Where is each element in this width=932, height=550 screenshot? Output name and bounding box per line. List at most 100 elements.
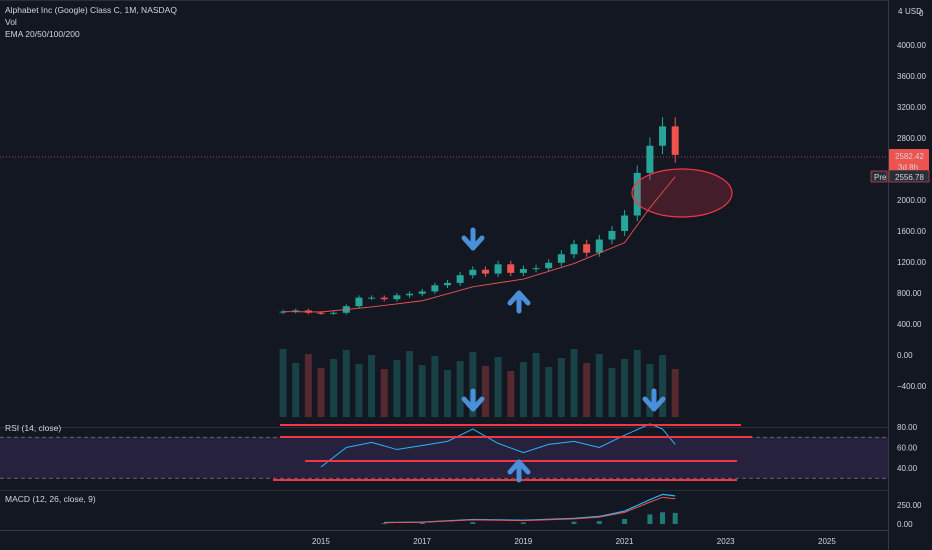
- ema-label[interactable]: EMA 20/50/100/200: [5, 29, 80, 39]
- pre-price-label: 2556.78: [895, 173, 924, 182]
- macd-histogram-bar: [419, 523, 425, 524]
- candle-body: [494, 264, 502, 274]
- rsi-pane-label[interactable]: RSI (14, close): [5, 423, 62, 433]
- volume-bar: [583, 363, 591, 417]
- candle-body: [317, 312, 325, 314]
- volume-bar: [342, 350, 350, 417]
- time-tick-label: 2017: [413, 537, 431, 546]
- volume-bars: [279, 349, 679, 417]
- candle-body: [368, 297, 376, 299]
- time-tick-label: 2021: [616, 537, 634, 546]
- candle-body: [595, 239, 603, 253]
- user-drawings[interactable]: [273, 168, 752, 483]
- volume-bar: [532, 353, 540, 417]
- time-tick-label: 2025: [818, 537, 836, 546]
- countdown-label: 3d 8h: [898, 163, 918, 172]
- volume-bar: [557, 358, 565, 417]
- time-axis[interactable]: 2015 2017 2019 2021 2023 2025: [312, 537, 836, 546]
- grid-lines: [0, 0, 889, 550]
- volume-bar: [595, 354, 603, 417]
- candle-body: [583, 244, 591, 253]
- volume-bar: [330, 359, 338, 417]
- pre-price-tag: [888, 169, 930, 183]
- volume-bar: [671, 369, 679, 417]
- symbol-title[interactable]: Alphabet Inc (Google) Class C, 1M, NASDA…: [5, 5, 177, 15]
- price-tick-label: 2800.00: [897, 134, 926, 143]
- macd-signal-line: [384, 496, 676, 524]
- candle-body: [406, 293, 414, 296]
- volume-bar: [633, 350, 641, 417]
- candle-body: [393, 295, 401, 300]
- price-tick-label: 800.00: [897, 289, 922, 298]
- volume-bar: [545, 367, 553, 417]
- volume-bar: [570, 349, 578, 417]
- pre-market-label: Pre: [874, 173, 887, 182]
- macd-histogram-bar: [596, 521, 602, 524]
- price-tick-label: 3600.00: [897, 72, 926, 81]
- volume-bar: [368, 355, 376, 417]
- legend: Alphabet Inc (Google) Class C, 1M, NASDA…: [5, 4, 177, 40]
- volume-bar: [418, 365, 426, 417]
- candle-body: [456, 275, 464, 283]
- rsi-line: [320, 423, 676, 468]
- price-tick-label: 2000.00: [897, 196, 926, 205]
- candle-body: [418, 291, 426, 294]
- candle-body: [380, 297, 388, 300]
- rsi-band-fill: [0, 437, 888, 479]
- macd-pane-label[interactable]: MACD (12, 26, close, 9): [5, 494, 96, 504]
- vol-label[interactable]: Vol: [5, 17, 17, 27]
- price-candles: [279, 117, 679, 315]
- macd-line: [384, 493, 676, 524]
- time-tick-label: 2015: [312, 537, 330, 546]
- candle-body: [444, 282, 451, 286]
- volume-bar: [355, 364, 363, 417]
- volume-bar: [519, 362, 527, 417]
- candle-body: [519, 268, 527, 273]
- candle-body: [431, 285, 439, 292]
- rsi-tick-label: 40.00: [897, 464, 918, 473]
- volume-bar: [380, 369, 388, 417]
- volume-bar: [292, 363, 300, 417]
- macd-histogram-bar: [571, 521, 577, 524]
- currency-prefix: 4: [898, 7, 903, 16]
- rsi-band: [0, 436, 888, 479]
- volume-bar: [469, 352, 477, 417]
- price-tick-label: 400.00: [897, 320, 922, 329]
- rsi-series-line: [320, 423, 676, 468]
- candle-body: [646, 145, 654, 173]
- volume-bar: [431, 356, 439, 417]
- volume-bar: [608, 368, 616, 417]
- price-tick-label: 1200.00: [897, 258, 926, 267]
- candle-body: [570, 244, 578, 255]
- candle-body: [355, 297, 363, 307]
- volume-bar: [393, 360, 401, 417]
- macd-histogram-bar: [647, 514, 653, 524]
- candle-body: [621, 215, 629, 231]
- volume-bar: [304, 354, 312, 417]
- time-tick-label: 2023: [717, 537, 735, 546]
- volume-bar: [621, 359, 629, 417]
- macd-histogram-bar: [470, 522, 476, 524]
- time-tick-label: 2019: [514, 537, 532, 546]
- candle-body: [481, 269, 489, 274]
- rsi-tick-label: 60.00: [897, 444, 918, 453]
- volume-bar: [481, 366, 489, 417]
- log-indicator: 0: [919, 9, 924, 18]
- candle-body: [469, 269, 477, 276]
- volume-bar: [659, 355, 667, 417]
- macd-histogram-bar: [622, 518, 628, 524]
- volume-bar: [646, 364, 654, 417]
- volume-bar: [507, 371, 515, 417]
- candle-body: [279, 311, 287, 313]
- candle-body: [671, 126, 679, 155]
- volume-bar: [317, 368, 325, 417]
- candle-body: [608, 231, 616, 240]
- price-axis[interactable]: 4000.003600.003200.002800.002400.002000.…: [870, 7, 930, 529]
- candle-body: [557, 254, 565, 263]
- volume-bar: [406, 351, 414, 417]
- volume-bar: [279, 349, 287, 417]
- price-tick-label: 0.00: [897, 351, 913, 360]
- macd-histogram-bar: [520, 522, 526, 524]
